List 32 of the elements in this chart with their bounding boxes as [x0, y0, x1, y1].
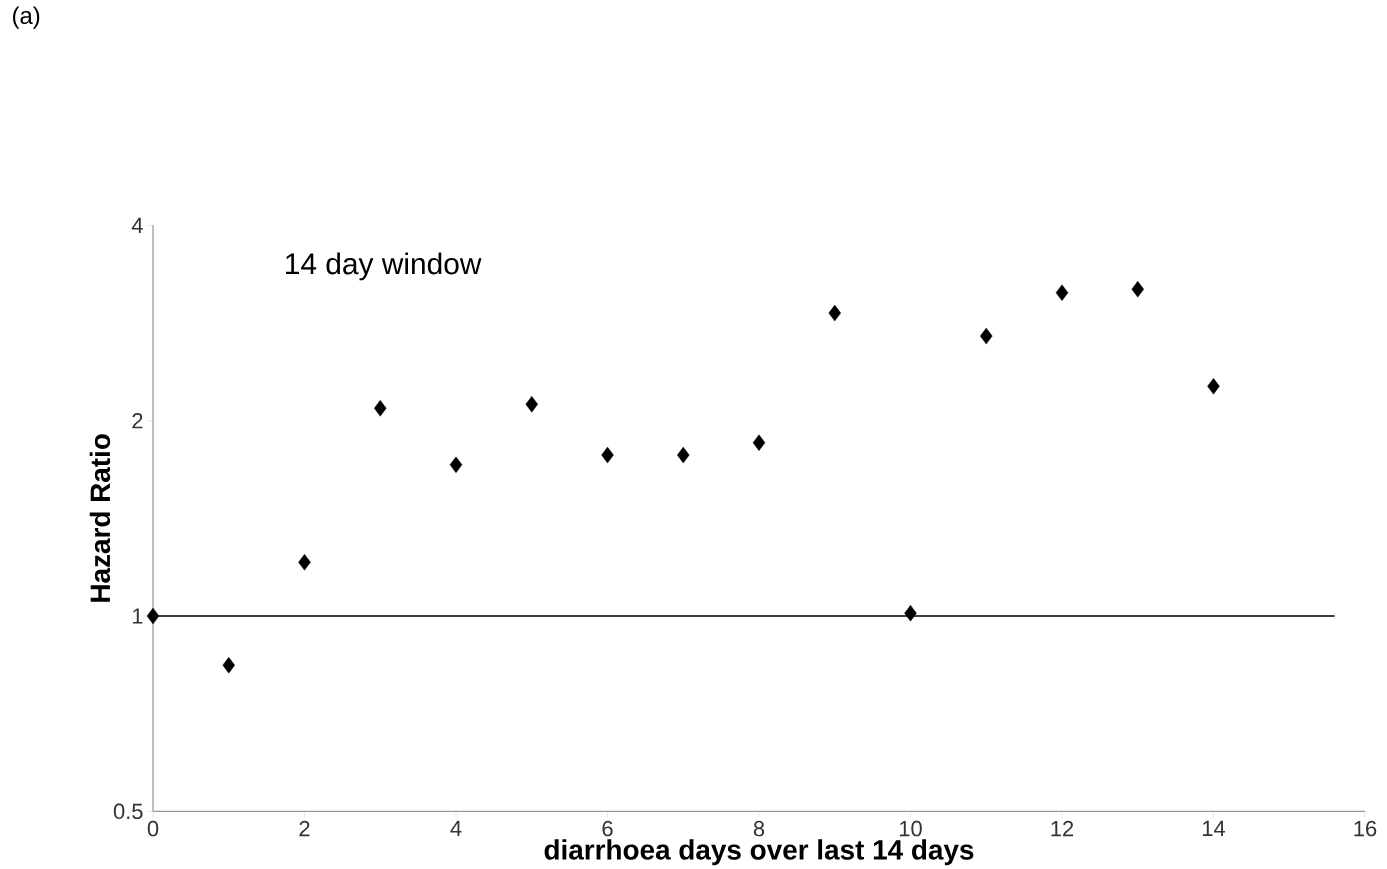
x-tick-label: 2 — [299, 821, 310, 837]
x-axis-title: diarrhoea days over last 14 days — [544, 839, 974, 866]
point — [222, 657, 235, 674]
x-tick-label: 10 — [899, 821, 922, 837]
point — [752, 434, 766, 452]
x-tick-label: 6 — [602, 821, 613, 837]
x-tick-label: 4 — [450, 821, 462, 837]
point — [449, 456, 463, 474]
point — [980, 328, 993, 345]
point — [298, 554, 311, 571]
y-axis-title: Hazard Ratio — [89, 434, 111, 602]
point — [1131, 281, 1144, 298]
point — [1055, 284, 1069, 302]
y-tick-label: 1 — [132, 608, 143, 624]
point — [525, 396, 538, 413]
x-tick-label: 8 — [753, 821, 765, 837]
text: (a) — [13, 6, 40, 30]
point — [1207, 378, 1220, 395]
y-tick-label: 0.5 — [113, 803, 143, 820]
point — [828, 305, 841, 322]
x-tick-label: 0 — [147, 821, 159, 837]
y-tick-label: 4 — [131, 218, 143, 234]
point — [904, 605, 917, 622]
point — [677, 447, 690, 464]
point — [374, 400, 387, 417]
y-tick-label: 2 — [132, 413, 143, 429]
x-tick-label: 16 — [1354, 821, 1377, 837]
point — [146, 608, 160, 625]
x-tick-label: 14 — [1202, 821, 1226, 837]
x-tick-label: 12 — [1051, 821, 1074, 837]
point — [601, 447, 614, 464]
text: 14 day window — [286, 252, 482, 281]
